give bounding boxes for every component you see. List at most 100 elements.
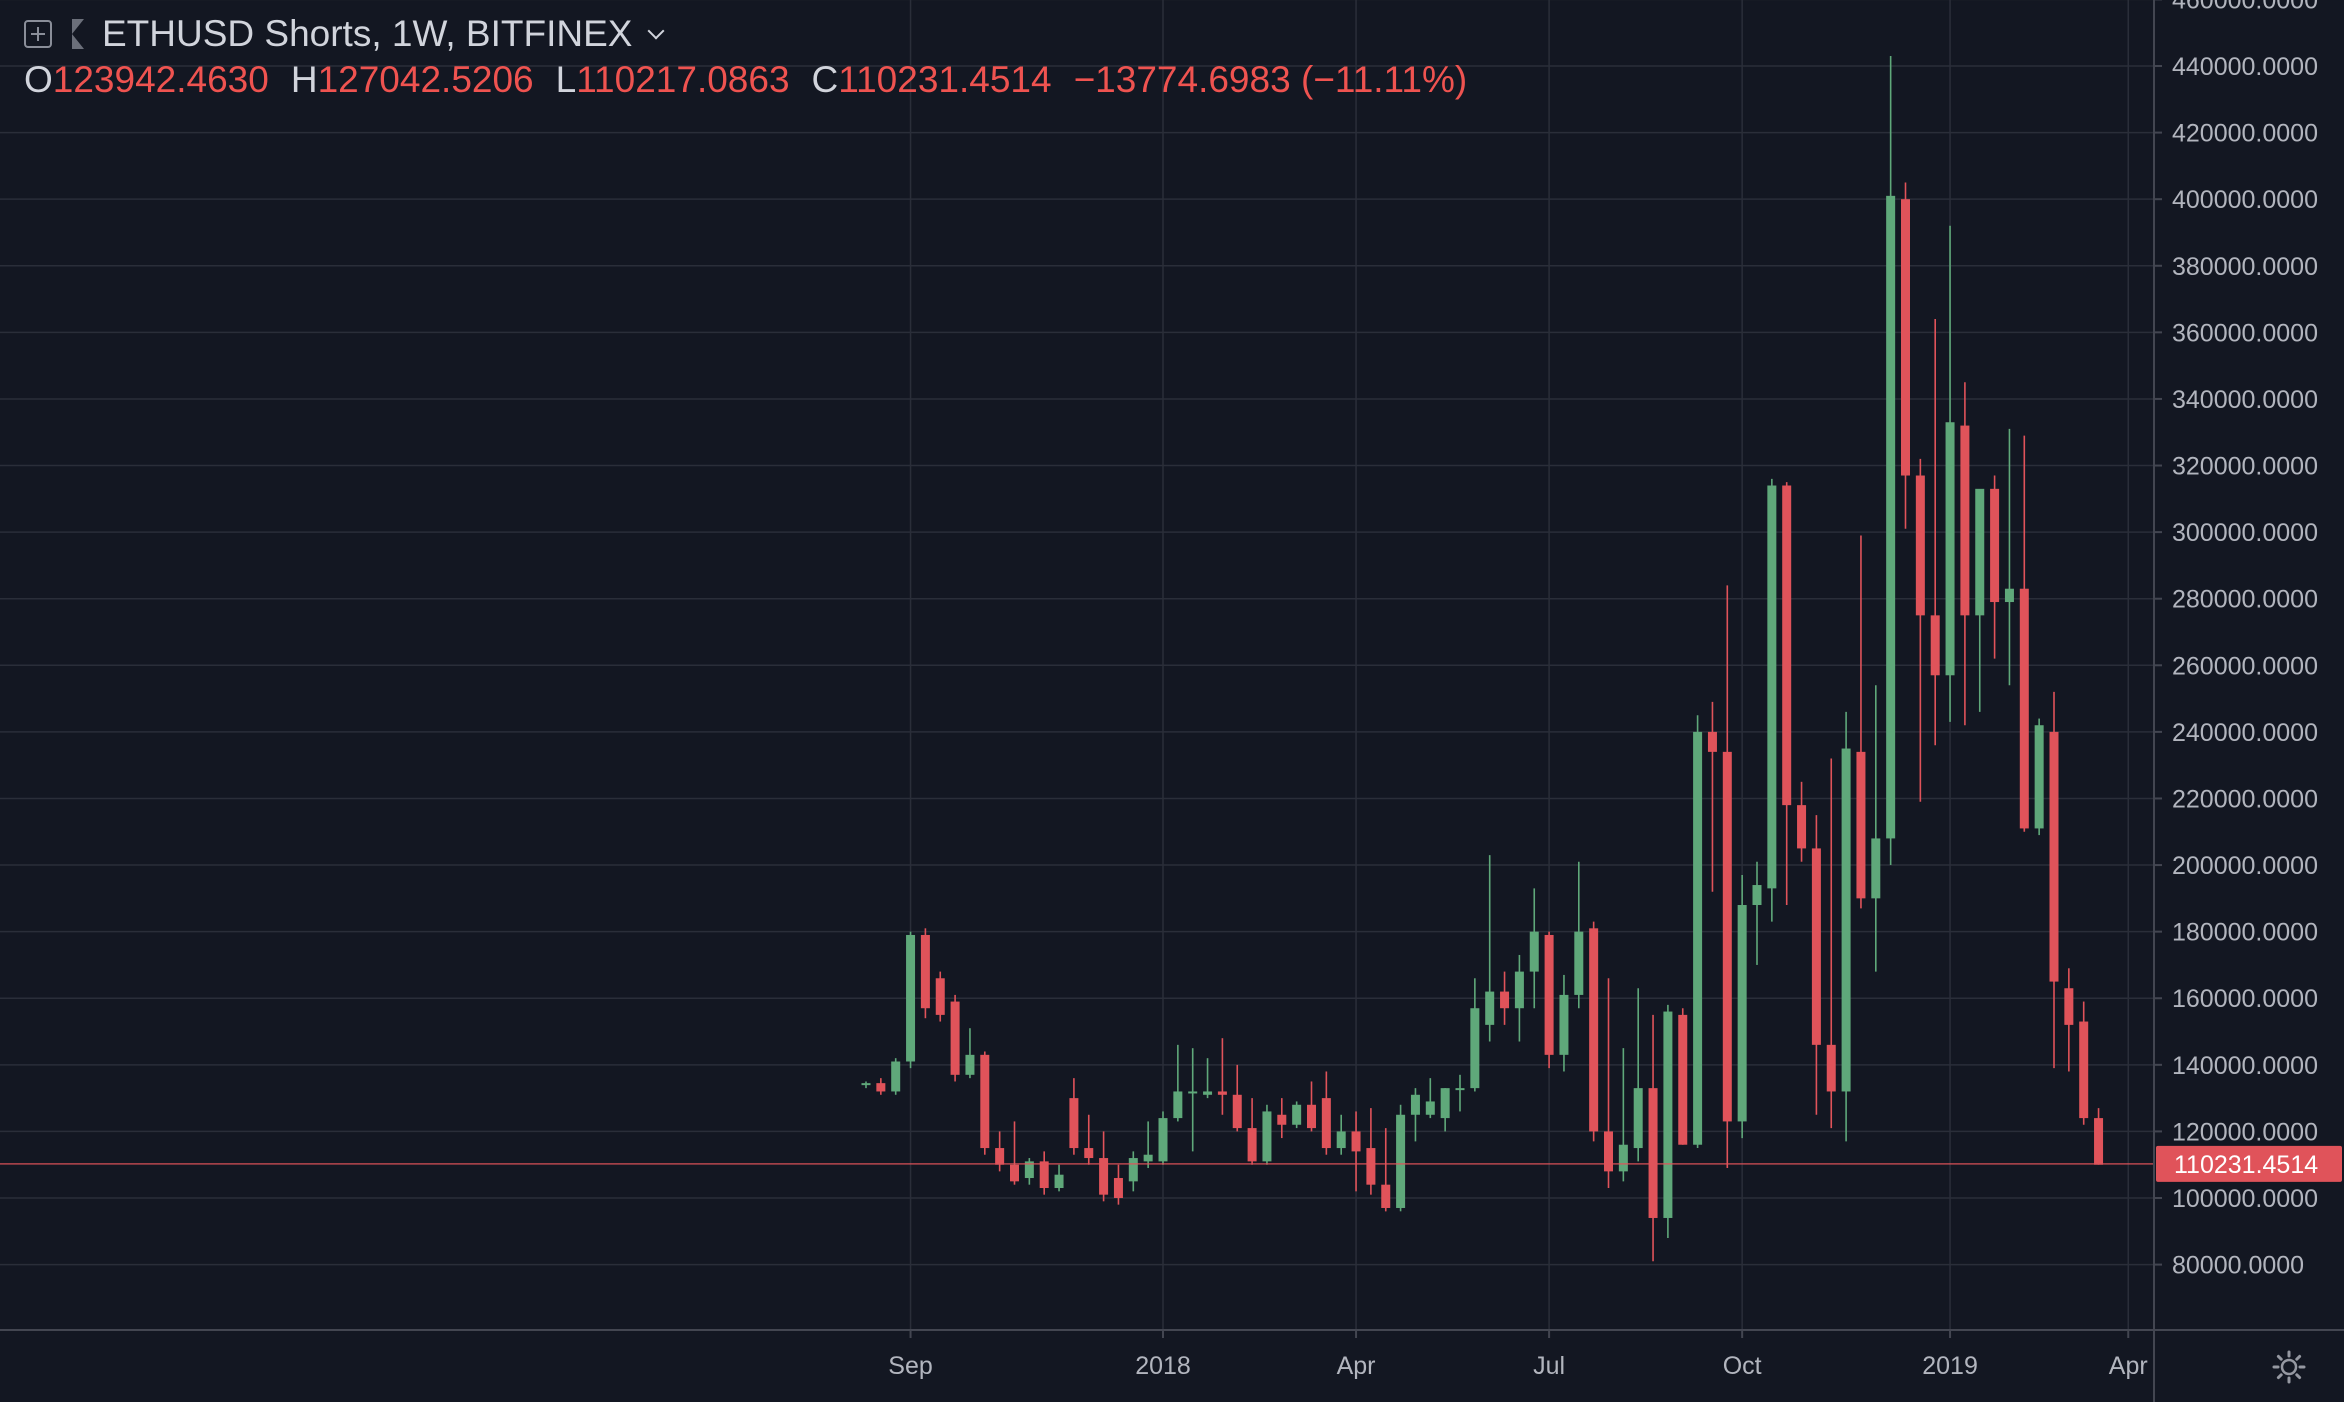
- candle-body: [1381, 1184, 1391, 1208]
- candle: [1307, 1081, 1316, 1132]
- candle-body: [1514, 971, 1524, 1009]
- candle-body: [1930, 615, 1940, 676]
- candle-body: [1752, 885, 1762, 906]
- candle-body: [1633, 1088, 1643, 1149]
- candle-body: [1262, 1111, 1272, 1162]
- candle-body: [1247, 1128, 1257, 1162]
- candle-body: [1321, 1098, 1331, 1149]
- candle: [2004, 428, 2014, 686]
- candle: [1113, 1164, 1123, 1205]
- candle-body: [1529, 931, 1539, 972]
- candle-body: [1886, 195, 1896, 839]
- candle: [1054, 1164, 1064, 1192]
- candle-body: [935, 978, 945, 1015]
- last-price-label: 110231.4514: [2174, 1151, 2318, 1179]
- gear-icon[interactable]: [2272, 1350, 2306, 1384]
- candle-body: [2019, 588, 2029, 829]
- candle-body: [920, 934, 930, 1009]
- y-tick-label: 220000.0000: [2172, 785, 2318, 813]
- change-value: −13774.6983 (−11.11%): [1073, 59, 1468, 100]
- candle: [1915, 458, 1925, 802]
- close-value: 110231.4514: [838, 59, 1052, 100]
- candle-body: [1678, 1014, 1688, 1145]
- candle: [1217, 1038, 1227, 1115]
- y-tick-label: 100000.0000: [2172, 1185, 2318, 1213]
- x-tick-label: Sep: [888, 1352, 932, 1380]
- candle-body: [1737, 905, 1747, 1122]
- flag-icon[interactable]: [72, 19, 84, 49]
- x-tick-label: Apr: [2109, 1352, 2148, 1380]
- candle: [950, 994, 960, 1082]
- candle-body: [1871, 838, 1881, 899]
- y-tick-label: 400000.0000: [2172, 186, 2318, 214]
- candle: [1930, 319, 1940, 746]
- candle-body: [965, 1054, 975, 1075]
- y-tick-label: 240000.0000: [2172, 719, 2318, 747]
- candle: [1010, 1121, 1019, 1185]
- x-tick-label: Oct: [1723, 1352, 1762, 1380]
- close-label: C: [811, 59, 839, 100]
- candle: [1366, 1108, 1376, 1195]
- candles: [861, 56, 2104, 1262]
- y-tick-label: 80000.0000: [2172, 1252, 2304, 1280]
- candle-body: [1069, 1098, 1079, 1149]
- candle-body: [2034, 725, 2044, 829]
- candle-body: [1173, 1091, 1183, 1119]
- high-label: H: [290, 59, 318, 100]
- candle: [1604, 978, 1613, 1189]
- candle: [1544, 931, 1554, 1069]
- candle: [1440, 1088, 1450, 1132]
- candle-body: [1470, 1008, 1480, 1089]
- candle: [1856, 535, 1866, 909]
- candle-body: [1856, 751, 1866, 899]
- candle: [1707, 701, 1717, 892]
- candle: [1782, 482, 1792, 906]
- candle: [1232, 1064, 1242, 1132]
- candle: [1069, 1078, 1079, 1155]
- candle-body: [1307, 1104, 1316, 1129]
- candle: [1425, 1078, 1435, 1119]
- candle-body: [1841, 748, 1851, 1092]
- open-label: O: [24, 59, 53, 100]
- candle: [1292, 1101, 1302, 1129]
- candle-body: [1618, 1144, 1628, 1172]
- candle: [1574, 861, 1584, 1009]
- x-tick-label: 2018: [1135, 1352, 1191, 1380]
- y-tick-label: 300000.0000: [2172, 519, 2318, 547]
- candle-body: [861, 1083, 871, 1086]
- candle: [2034, 718, 2044, 836]
- candle: [1693, 715, 1703, 1149]
- candle: [2049, 691, 2059, 1069]
- candle: [980, 1051, 990, 1155]
- add-indicator-icon[interactable]: [24, 20, 52, 48]
- candle: [1485, 855, 1495, 1042]
- candle-body: [1589, 928, 1599, 1132]
- candle: [1128, 1151, 1138, 1192]
- candle: [1188, 1048, 1198, 1152]
- symbol-title[interactable]: ETHUSD Shorts, 1W, BITFINEX: [102, 13, 633, 54]
- candle-body: [1797, 805, 1807, 849]
- candle: [1455, 1074, 1465, 1112]
- candle-body: [1143, 1154, 1153, 1162]
- candle-body: [1811, 848, 1821, 1045]
- candle-body: [1901, 199, 1910, 476]
- candle-body: [1217, 1091, 1227, 1095]
- candle: [1975, 488, 1985, 712]
- candle-body: [1707, 731, 1717, 752]
- candle-body: [1351, 1131, 1361, 1152]
- candle-body: [1485, 991, 1495, 1025]
- candle: [1143, 1121, 1153, 1169]
- y-tick-label: 320000.0000: [2172, 453, 2318, 481]
- candle-body: [1455, 1088, 1465, 1091]
- candle-body: [1128, 1158, 1138, 1182]
- candle-body: [1292, 1104, 1302, 1125]
- candle-body: [1826, 1044, 1836, 1092]
- candle: [1797, 781, 1807, 862]
- candle-body: [995, 1148, 1005, 1165]
- chevron-down-icon[interactable]: [647, 22, 665, 40]
- candle: [1752, 861, 1762, 965]
- candle: [1633, 988, 1643, 1162]
- candle: [1203, 1058, 1213, 1099]
- y-tick-label: 180000.0000: [2172, 919, 2318, 947]
